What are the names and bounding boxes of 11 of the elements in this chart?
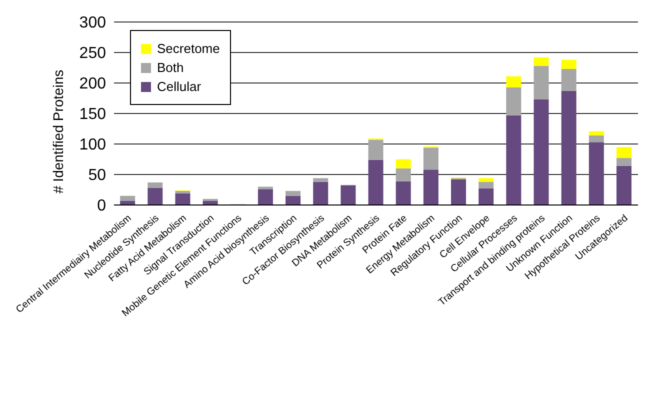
- y-tick-label: 0: [97, 198, 106, 215]
- y-tick-label: 200: [79, 76, 106, 93]
- y-axis-title: # Identified Proteins: [50, 70, 66, 194]
- legend-label: Both: [157, 60, 184, 75]
- legend-label: Secretome: [157, 41, 220, 56]
- y-tick-label: 100: [79, 136, 106, 154]
- y-tick-label: 250: [79, 45, 106, 62]
- legend-label: Cellular: [157, 79, 202, 94]
- y-tick-label: 50: [88, 167, 106, 184]
- y-tick-label: 150: [79, 106, 106, 124]
- y-tick-label: 300: [79, 14, 106, 32]
